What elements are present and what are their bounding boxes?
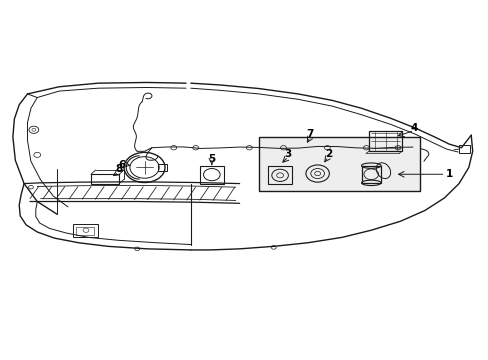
Bar (199, 166, 224, 184)
Text: 8: 8 (115, 164, 122, 174)
Bar (76, 226, 94, 234)
Text: 3: 3 (284, 149, 291, 159)
Bar (91, 174, 119, 184)
Text: 6: 6 (118, 160, 125, 170)
Text: 4: 4 (409, 123, 417, 133)
Text: 5: 5 (208, 154, 215, 164)
Bar (73, 224, 98, 237)
Text: 2: 2 (324, 149, 331, 159)
Bar (368, 131, 401, 151)
Text: 1: 1 (445, 169, 452, 179)
Bar (458, 145, 469, 153)
Bar (158, 164, 166, 171)
Text: 7: 7 (306, 129, 313, 139)
Bar (361, 166, 380, 183)
Bar (259, 137, 419, 192)
Bar (267, 166, 292, 184)
